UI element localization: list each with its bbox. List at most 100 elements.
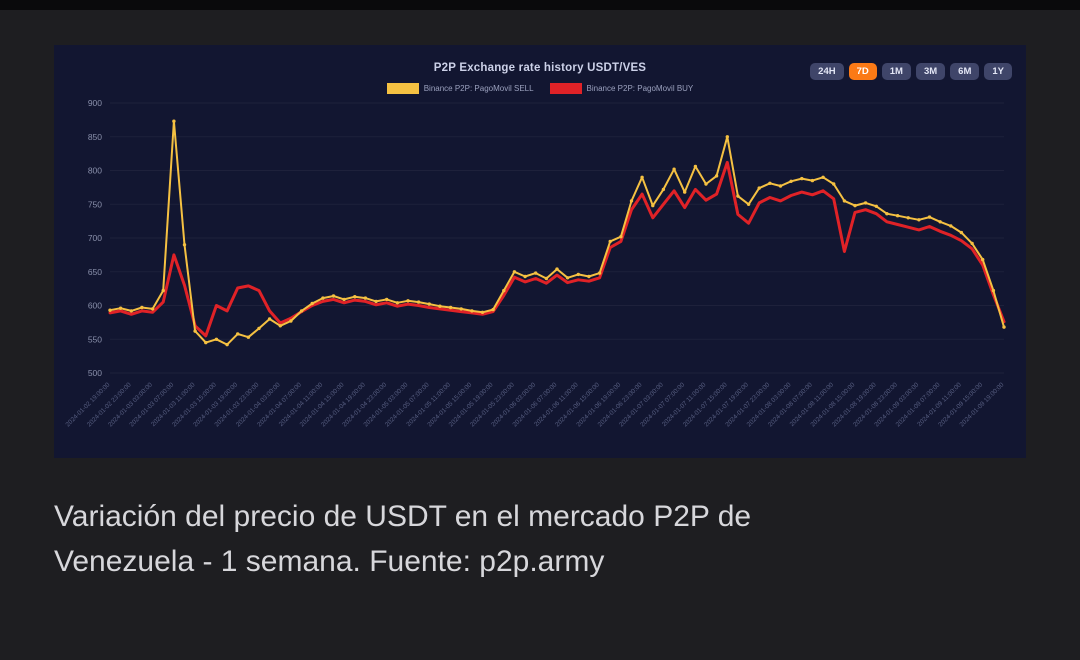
- marker-dot: [459, 307, 463, 311]
- y-tick-label: 800: [88, 166, 102, 176]
- marker-dot: [416, 300, 421, 304]
- marker-dot: [640, 175, 644, 179]
- marker-dot: [746, 202, 751, 206]
- marker-dot: [214, 337, 219, 341]
- marker-dot: [778, 184, 783, 188]
- marker-dot: [789, 179, 793, 183]
- marker-dot: [129, 309, 133, 313]
- range-button-7d[interactable]: 7D: [848, 63, 877, 80]
- marker-dot: [470, 309, 474, 313]
- marker-dot: [204, 340, 208, 345]
- marker-dot: [310, 301, 314, 306]
- marker-dot: [576, 272, 580, 277]
- marker-dot: [363, 296, 368, 300]
- y-tick-label: 900: [88, 98, 102, 108]
- marker-dot: [629, 199, 634, 203]
- marker-dot: [853, 203, 857, 208]
- range-button-3m[interactable]: 3M: [915, 63, 946, 80]
- y-tick-label: 500: [88, 368, 102, 378]
- marker-dot: [991, 288, 996, 293]
- range-button-1y[interactable]: 1Y: [984, 63, 1012, 80]
- range-button-24h[interactable]: 24H: [810, 63, 844, 80]
- legend-item: Binance P2P: PagoMovil SELL: [386, 83, 534, 94]
- marker-dot: [863, 201, 868, 205]
- marker-dot: [267, 317, 272, 321]
- marker-dot: [821, 175, 825, 179]
- marker-dot: [108, 308, 112, 312]
- series-line-sell: [109, 120, 1005, 346]
- marker-dot: [842, 199, 847, 203]
- marker-dot: [565, 276, 570, 280]
- marker-dot: [289, 319, 293, 323]
- top-strip: [0, 0, 1080, 10]
- marker-dot: [257, 326, 261, 331]
- marker-dot: [353, 295, 357, 299]
- marker-dot: [874, 204, 878, 208]
- marker-dot: [321, 296, 325, 300]
- y-tick-label: 550: [88, 334, 102, 344]
- marker-dot: [810, 178, 815, 183]
- marker-dot: [938, 220, 942, 224]
- chart-legend: Binance P2P: PagoMovil SELL Binance P2P: …: [54, 81, 1026, 99]
- marker-dot: [832, 182, 836, 186]
- marker-dot: [427, 302, 431, 306]
- marker-dot: [342, 297, 346, 302]
- marker-dot: [161, 288, 165, 293]
- marker-dot: [906, 216, 910, 220]
- marker-dot: [299, 309, 304, 313]
- marker-dot: [927, 215, 932, 219]
- marker-dot: [693, 164, 698, 169]
- series-line-buy: [108, 160, 1006, 338]
- legend-label: Binance P2P: PagoMovil SELL: [423, 84, 534, 93]
- marker-dot: [512, 270, 517, 274]
- marker-dot: [534, 271, 538, 275]
- range-button-6m[interactable]: 6M: [950, 63, 980, 80]
- y-tick-label: 750: [88, 199, 102, 209]
- marker-dot: [949, 224, 953, 228]
- marker-dot: [236, 332, 240, 336]
- marker-dot: [278, 324, 282, 328]
- marker-dot: [438, 304, 442, 308]
- marker-dot: [970, 241, 974, 246]
- marker-dot: [172, 119, 176, 123]
- marker-dot: [523, 274, 527, 279]
- marker-dot: [480, 310, 485, 314]
- marker-dot: [448, 305, 453, 310]
- marker-dot: [150, 307, 155, 311]
- range-selector: 24H 7D 1M 3M 6M 1Y: [805, 61, 1012, 80]
- marker-dot: [406, 299, 410, 303]
- legend-item: Binance P2P: PagoMovil BUY: [549, 83, 693, 94]
- chart-panel: 500 550 600 650 700 750 800 850 900 2024-01-02 19…: [54, 45, 1026, 458]
- legend-swatch: [386, 83, 419, 94]
- marker-dot: [959, 230, 964, 235]
- marker-dot: [246, 335, 251, 339]
- marker-dot: [225, 342, 229, 347]
- marker-dot: [140, 305, 144, 310]
- y-tick-label: 850: [88, 132, 102, 142]
- marker-dot: [800, 176, 804, 181]
- marker-dot: [385, 297, 389, 302]
- y-tick-label: 600: [88, 301, 102, 311]
- marker-dot: [1002, 325, 1006, 329]
- marker-dot: [981, 257, 985, 262]
- y-tick-label: 700: [88, 233, 102, 243]
- marker-dot: [597, 271, 602, 275]
- marker-dot: [182, 243, 187, 247]
- marker-dot: [736, 194, 740, 198]
- marker-dot: [555, 267, 559, 271]
- marker-dot: [895, 214, 900, 218]
- marker-dot: [768, 181, 772, 185]
- range-button-1m[interactable]: 1M: [881, 63, 911, 80]
- chart-title: P2P Exchange rate history USDT/VES: [433, 62, 647, 74]
- marker-dot: [661, 187, 666, 192]
- marker-dot: [672, 167, 676, 171]
- marker-dot: [651, 203, 655, 208]
- marker-dot: [587, 274, 591, 279]
- marker-dot: [683, 190, 687, 194]
- marker-dot: [917, 218, 921, 222]
- marker-dot: [118, 306, 123, 310]
- marker-dot: [395, 301, 400, 305]
- marker-dot: [491, 307, 495, 312]
- marker-dot: [714, 174, 719, 178]
